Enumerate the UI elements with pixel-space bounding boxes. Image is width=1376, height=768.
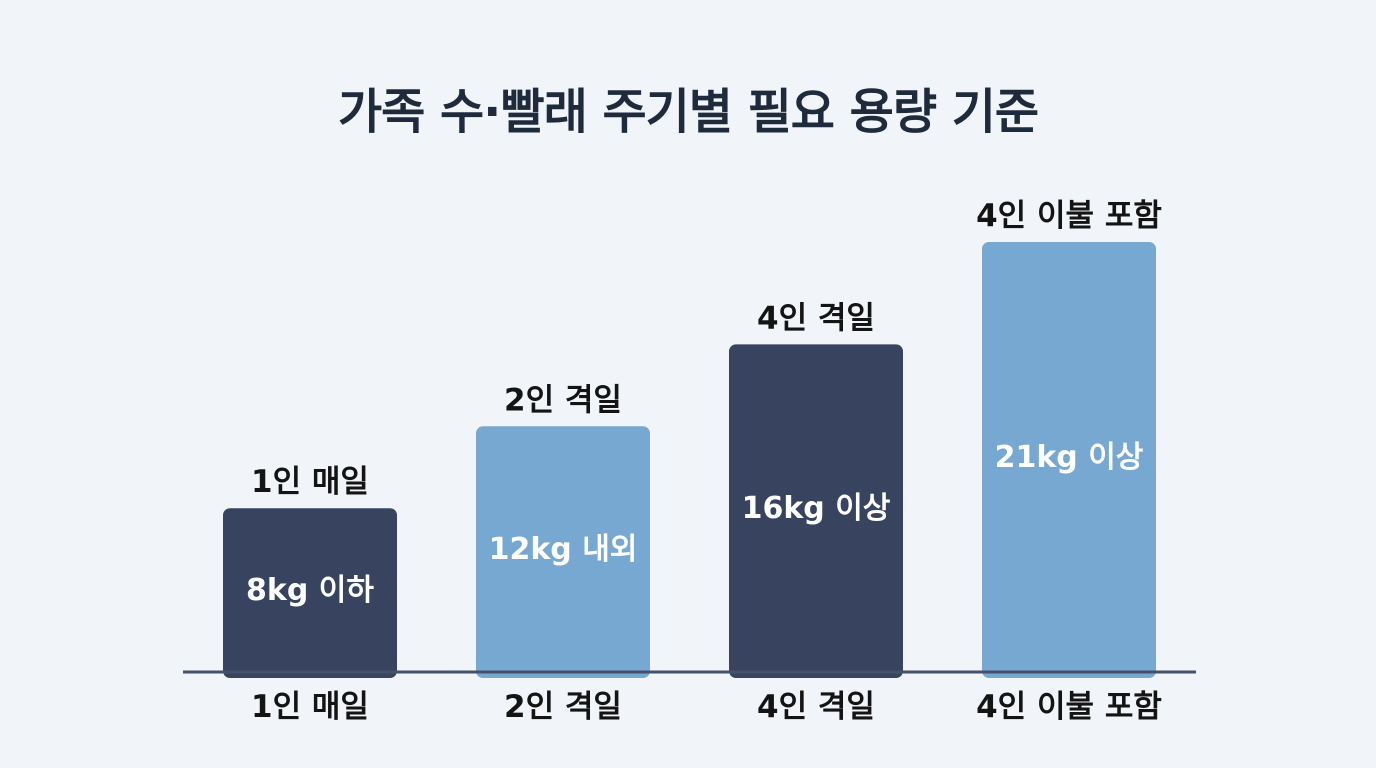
chart-title: 가족 수·빨래 주기별 필요 용량 기준 [337, 84, 1039, 140]
x-tick-label: 4인 이불 포함 [976, 689, 1162, 725]
bar-top-label: 1인 매일 [251, 464, 369, 500]
x-tick-label: 2인 격일 [504, 689, 622, 725]
bar-top-label: 4인 이불 포함 [976, 198, 1162, 234]
bar [729, 344, 903, 678]
bar-value-label: 8kg 이하 [246, 573, 374, 608]
bar-value-label: 12kg 내외 [489, 532, 638, 567]
bar-top-label: 4인 격일 [757, 300, 875, 336]
bar-value-label: 21kg 이상 [995, 440, 1144, 475]
bar-top-label: 2인 격일 [504, 382, 622, 418]
bar [476, 426, 650, 678]
bar [982, 242, 1156, 678]
bar-value-label: 16kg 이상 [742, 491, 891, 526]
x-tick-label: 4인 격일 [757, 689, 875, 725]
x-tick-label: 1인 매일 [251, 689, 369, 725]
bar [223, 508, 397, 678]
